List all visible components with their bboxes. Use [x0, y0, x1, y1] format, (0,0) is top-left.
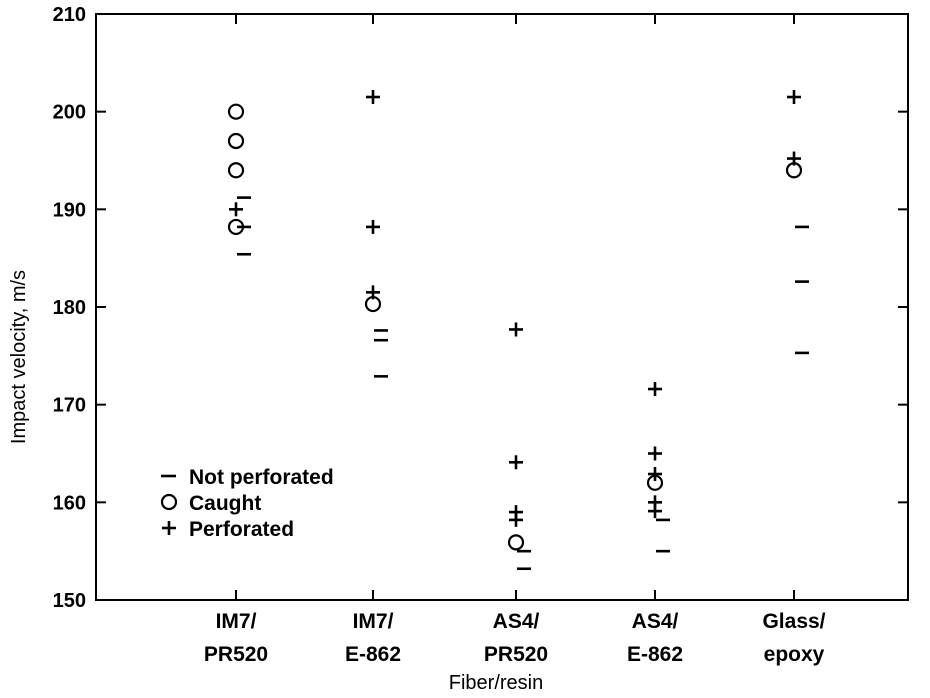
legend-item-caught: Caught [160, 492, 261, 515]
x-category-label-line2: PR520 [204, 643, 268, 666]
y-axis-ticks: 150 160 170 180 190 200 210 [53, 4, 908, 612]
legend-item-not-perforated: Not perforated [161, 466, 334, 489]
x-category-label-line2: PR520 [484, 643, 548, 666]
y-tick-label: 160 [53, 492, 86, 514]
point-perforated [366, 285, 380, 300]
y-tick-label: 210 [53, 4, 86, 26]
legend-label: Perforated [189, 518, 294, 541]
y-axis-title: Impact velocity, m/s [8, 270, 30, 444]
x-axis-title: Fiber/resin [449, 672, 543, 694]
point-perforated [366, 90, 380, 105]
point-perforated [648, 504, 662, 519]
y-tick-label: 150 [53, 590, 86, 612]
legend-label: Not perforated [189, 466, 334, 489]
point-caught [227, 218, 245, 236]
x-axis-category-labels: IM7/PR520 IM7/E-862 AS4/PR520 AS4/E-862 Glas… [204, 14, 826, 666]
x-category-label-line1: IM7/ [353, 610, 394, 633]
x-category-label-line1: IM7/ [216, 610, 257, 633]
data-marks [227, 90, 809, 571]
y-tick-label: 190 [53, 199, 86, 221]
x-category-label-line1: AS4/ [493, 610, 540, 633]
point-perforated [509, 322, 523, 337]
x-category-label-line1: Glass/ [762, 610, 825, 633]
point-caught [227, 162, 245, 179]
point-perforated [229, 202, 243, 217]
point-caught [227, 132, 245, 150]
point-perforated [366, 219, 380, 234]
point-perforated [648, 467, 662, 482]
point-perforated [509, 512, 523, 527]
x-category-label-line2: E-862 [345, 643, 401, 666]
point-perforated [648, 446, 662, 461]
point-perforated [787, 90, 801, 105]
point-caught [507, 534, 525, 551]
legend-item-perforated: Perforated [162, 518, 294, 541]
y-tick-label: 200 [53, 102, 86, 124]
y-tick-label: 180 [53, 297, 86, 319]
legend-label: Caught [189, 492, 261, 515]
x-category-label-line1: AS4/ [632, 610, 679, 633]
point-perforated [509, 455, 523, 470]
point-perforated [787, 151, 801, 166]
y-tick-label: 170 [53, 395, 86, 417]
legend: Not perforated Caught Perforated [160, 466, 334, 541]
point-caught [227, 103, 245, 120]
point-perforated [648, 382, 662, 397]
legend-marker-circle [160, 493, 178, 511]
x-category-label-line2: E-862 [627, 643, 683, 666]
x-category-label-line2: epoxy [764, 643, 825, 666]
